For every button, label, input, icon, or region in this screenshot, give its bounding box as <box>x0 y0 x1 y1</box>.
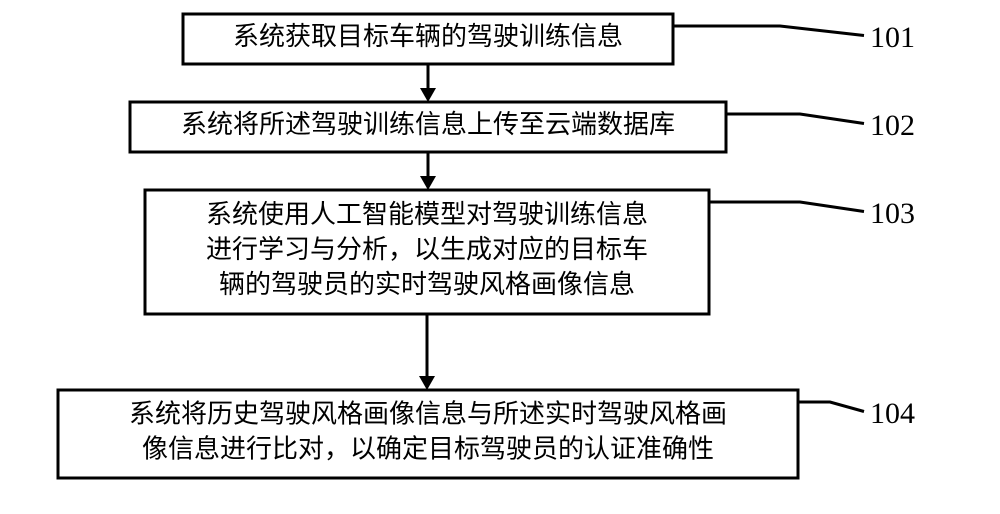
flow-step-2: 系统将所述驾驶训练信息上传至云端数据库 <box>130 102 726 152</box>
flow-step-text: 像信息进行比对，以确定目标驾驶员的认证准确性 <box>142 435 714 464</box>
leader-line <box>673 26 864 36</box>
flow-step-text: 系统使用人工智能模型对驾驶训练信息 <box>206 200 648 229</box>
leader-line <box>798 402 864 412</box>
step-label-text: 101 <box>870 21 915 54</box>
flow-step-1: 系统获取目标车辆的驾驶训练信息 <box>183 14 673 64</box>
step-label-2: 102 <box>726 109 915 142</box>
flow-arrow-1 <box>420 64 436 102</box>
leader-line <box>726 114 864 124</box>
arrow-head-icon <box>420 88 436 102</box>
flow-step-3: 系统使用人工智能模型对驾驶训练信息进行学习与分析，以生成对应的目标车辆的驾驶员的… <box>145 190 709 314</box>
step-label-4: 104 <box>798 397 915 430</box>
flow-arrow-3 <box>419 314 435 390</box>
flowchart: 系统获取目标车辆的驾驶训练信息系统将所述驾驶训练信息上传至云端数据库系统使用人工… <box>0 0 1000 514</box>
flow-step-text: 进行学习与分析，以生成对应的目标车 <box>206 235 648 264</box>
flow-step-4: 系统将历史驾驶风格画像信息与所述实时驾驶风格画像信息进行比对，以确定目标驾驶员的… <box>58 390 798 478</box>
arrow-head-icon <box>419 376 435 390</box>
flow-step-text: 系统将历史驾驶风格画像信息与所述实时驾驶风格画 <box>129 399 727 428</box>
step-label-3: 103 <box>709 197 915 230</box>
leader-line <box>709 202 864 212</box>
flow-step-text: 系统将所述驾驶训练信息上传至云端数据库 <box>181 110 675 139</box>
step-label-1: 101 <box>673 21 915 54</box>
flow-arrow-2 <box>420 152 436 190</box>
flow-step-text: 辆的驾驶员的实时驾驶风格画像信息 <box>219 270 635 299</box>
step-label-text: 103 <box>870 197 915 230</box>
step-label-text: 102 <box>870 109 915 142</box>
flow-step-text: 系统获取目标车辆的驾驶训练信息 <box>233 22 623 51</box>
step-label-text: 104 <box>870 397 915 430</box>
arrow-head-icon <box>420 176 436 190</box>
